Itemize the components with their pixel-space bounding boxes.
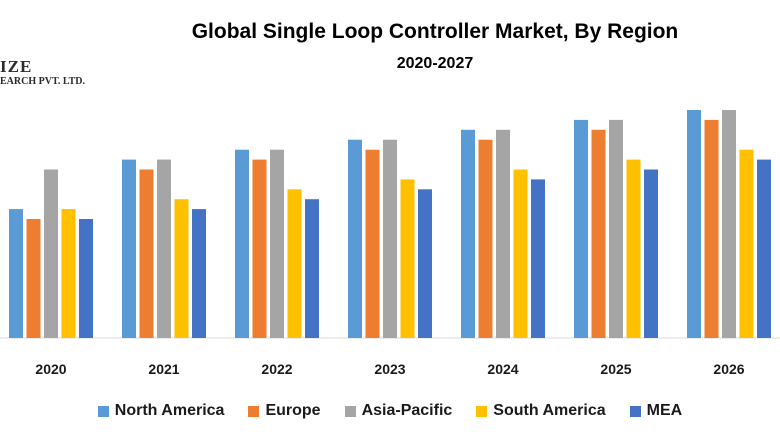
chart-title: Global Single Loop Controller Market, By…	[191, 20, 679, 43]
legend-item-south-america: South America	[476, 402, 606, 420]
bar-europe-2025	[591, 129, 606, 338]
bar-europe-2022	[252, 159, 267, 338]
legend-label: Europe	[265, 402, 321, 419]
legend-item-asia-pacific: Asia-Pacific	[344, 402, 453, 420]
legend-item-mea: MEA	[629, 402, 683, 420]
x-tick-label-2021: 2021	[148, 361, 179, 377]
bar-south-america-2024	[513, 169, 528, 338]
legend-label: South America	[493, 402, 606, 419]
legend-label: Asia-Pacific	[361, 402, 453, 419]
x-tick-label-2026: 2026	[713, 361, 744, 377]
bar-asia-pacific-2026	[722, 110, 736, 338]
bar-mea-2024	[531, 179, 545, 338]
legend-item-europe: Europe	[248, 402, 321, 420]
bar-mea-2022	[305, 199, 319, 338]
bar-south-america-2025	[626, 159, 641, 338]
chart-legend: North America Europe Asia-Pacific South Ame…	[0, 402, 780, 420]
bar-south-america-2023	[400, 179, 415, 338]
bar-asia-pacific-2025	[609, 119, 623, 339]
bar-europe-2021	[139, 169, 154, 338]
bar-europe-2020	[26, 219, 41, 338]
bar-europe-2023	[365, 149, 380, 338]
x-tick-label-2022: 2022	[261, 361, 292, 377]
chart-subtitle: 2020-2027	[396, 55, 474, 72]
bar-south-america-2021	[174, 199, 189, 338]
bar-asia-pacific-2024	[496, 129, 510, 338]
x-tick-label-2025: 2025	[600, 361, 631, 377]
x-tick-label-2023: 2023	[374, 361, 405, 377]
bar-asia-pacific-2020	[44, 169, 58, 338]
bar-north-america-2020	[9, 209, 23, 338]
bar-south-america-2020	[61, 209, 76, 338]
bar-mea-2023	[418, 189, 432, 338]
x-tick-label-2024: 2024	[487, 361, 518, 377]
bar-north-america-2026	[687, 110, 701, 338]
legend-item-north-america: North America	[97, 402, 225, 420]
bar-mea-2026	[757, 159, 771, 338]
bar-north-america-2022	[235, 149, 249, 338]
bar-north-america-2025	[574, 119, 588, 339]
legend-swatch	[344, 405, 356, 417]
logo-main-text: IZE	[0, 57, 33, 76]
bar-asia-pacific-2023	[383, 139, 397, 338]
legend-label: MEA	[646, 402, 683, 419]
bar-mea-2021	[192, 209, 206, 338]
bar-north-america-2021	[122, 159, 136, 338]
x-tick-label-2020: 2020	[35, 361, 66, 377]
legend-swatch	[629, 405, 641, 417]
bar-asia-pacific-2022	[270, 149, 284, 338]
bar-mea-2020	[79, 219, 93, 338]
legend-swatch	[97, 405, 109, 417]
bar-europe-2024	[478, 139, 493, 338]
bar-europe-2026	[704, 119, 719, 339]
bar-south-america-2026	[739, 149, 754, 338]
legend-swatch	[248, 405, 260, 417]
logo-sub-text: EARCH PVT. LTD.	[0, 76, 86, 87]
company-logo: IZE EARCH PVT. LTD.	[0, 58, 85, 88]
bar-north-america-2024	[461, 129, 475, 338]
legend-label: North America	[114, 402, 225, 419]
bar-mea-2025	[644, 169, 658, 338]
bar-north-america-2023	[348, 139, 362, 338]
bar-south-america-2022	[287, 189, 302, 338]
bar-asia-pacific-2021	[157, 159, 171, 338]
legend-swatch	[476, 405, 488, 417]
